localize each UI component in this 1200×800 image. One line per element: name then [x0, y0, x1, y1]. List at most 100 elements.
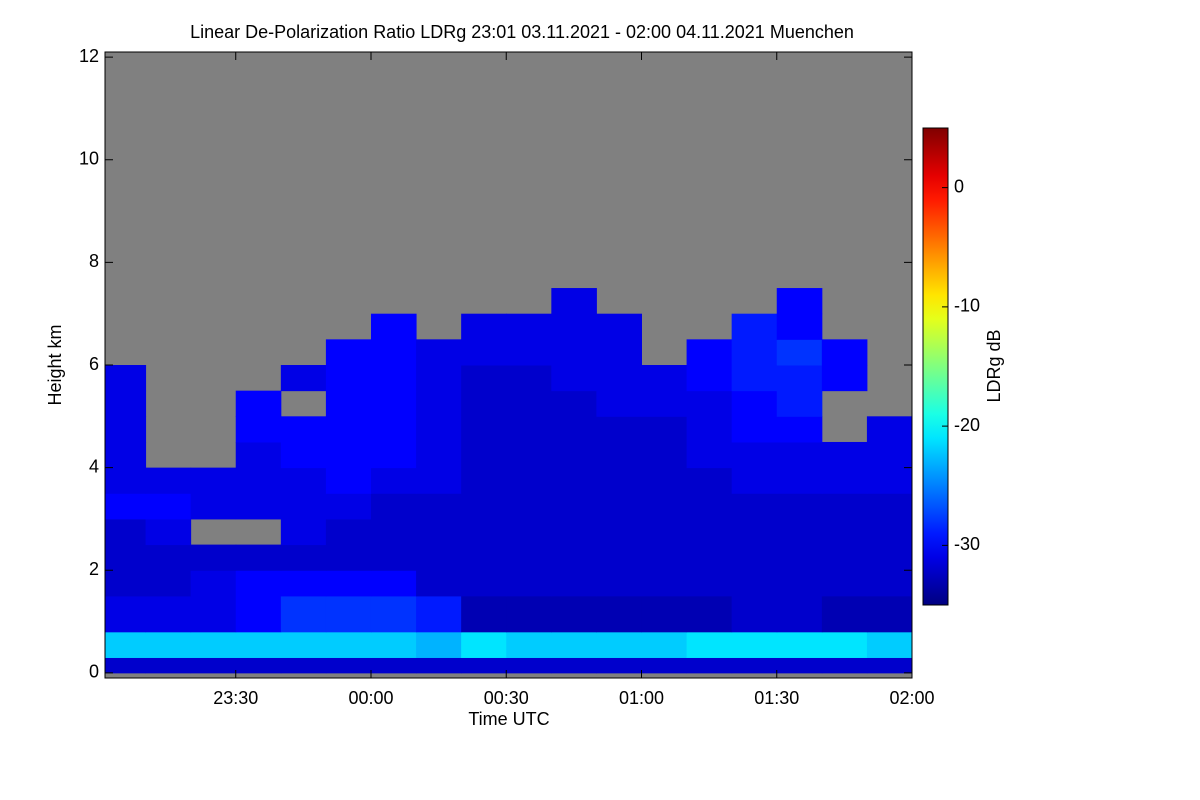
heatmap-cell	[731, 441, 778, 469]
x-tick-label: 00:00	[348, 688, 393, 708]
heatmap-cell	[776, 467, 823, 494]
heatmap-cell	[596, 390, 642, 417]
heatmap-cell	[506, 595, 552, 633]
heatmap-cell	[145, 657, 192, 674]
x-tick-label: 01:30	[754, 688, 799, 708]
heatmap-cell	[370, 416, 417, 443]
heatmap-cell	[235, 657, 282, 674]
heatmap-cell	[280, 493, 327, 520]
y-tick-label: 8	[89, 251, 99, 271]
heatmap-cell	[190, 570, 237, 597]
heatmap-cell	[325, 441, 372, 469]
heatmap-cell	[105, 416, 147, 443]
heatmap-cell	[461, 365, 507, 392]
heatmap-cell	[551, 441, 597, 469]
heatmap-cell	[416, 657, 462, 674]
heatmap-cell	[461, 544, 507, 571]
colorbar-tick-label: -20	[954, 415, 980, 435]
y-axis-label: Height km	[45, 324, 65, 405]
heatmap-cell	[551, 518, 597, 546]
heatmap-cell	[325, 339, 372, 366]
heatmap-cell	[731, 570, 778, 597]
heatmap-cell	[325, 657, 372, 674]
heatmap-cell	[551, 544, 597, 571]
heatmap-cell	[235, 441, 282, 469]
heatmap-cell	[821, 365, 868, 392]
heatmap-cell	[280, 441, 327, 469]
heatmap-cell	[686, 390, 733, 417]
heatmap-cell	[776, 518, 823, 546]
heatmap-cell	[105, 570, 147, 597]
heatmap-cell	[506, 390, 552, 417]
heatmap-cell	[325, 631, 372, 658]
heatmap-cell	[551, 657, 597, 674]
heatmap-cell	[506, 313, 552, 340]
heatmap-cell	[641, 518, 688, 546]
heatmap-cell	[776, 570, 823, 597]
heatmap-cell	[416, 416, 462, 443]
heatmap-cell	[866, 518, 913, 546]
heatmap-cell	[370, 313, 417, 340]
heatmap-cell	[506, 518, 552, 546]
heatmap-cell	[325, 544, 372, 571]
heatmap-cell	[461, 570, 507, 597]
heatmap-cell	[641, 441, 688, 469]
heatmap-cell	[731, 493, 778, 520]
heatmap-cell	[506, 657, 552, 674]
heatmap-cell	[461, 441, 507, 469]
heatmap-cell	[731, 313, 778, 340]
heatmap-cell	[190, 493, 237, 520]
heatmap-cell	[551, 313, 597, 340]
heatmap-cell	[105, 441, 147, 469]
heatmap-cell	[821, 493, 868, 520]
heatmap-cell	[145, 595, 192, 633]
heatmap-cell	[105, 365, 147, 392]
heatmap-cell	[506, 416, 552, 443]
heatmap-cell	[280, 416, 327, 443]
heatmap-cell	[325, 518, 372, 546]
heatmap-cell	[105, 631, 147, 658]
heatmap-cell	[776, 493, 823, 520]
heatmap-cell	[461, 518, 507, 546]
chart-title: Linear De-Polarization Ratio LDRg 23:01 …	[190, 22, 854, 42]
heatmap-cell	[370, 518, 417, 546]
heatmap-cell	[776, 631, 823, 658]
heatmap-cell	[731, 339, 778, 366]
heatmap-cell	[641, 544, 688, 571]
heatmap-cell	[776, 365, 823, 392]
heatmap-cell	[641, 365, 688, 392]
x-tick-label: 01:00	[619, 688, 664, 708]
heatmap-cell	[370, 390, 417, 417]
heatmap-cell	[596, 493, 642, 520]
heatmap-cell	[551, 288, 597, 315]
heatmap-cell	[506, 365, 552, 392]
y-tick-label: 4	[89, 456, 99, 476]
heatmap-cell	[551, 493, 597, 520]
heatmap-cell	[731, 390, 778, 417]
heatmap-cell	[325, 467, 372, 494]
heatmap-cell	[145, 631, 192, 658]
heatmap-cell	[821, 467, 868, 494]
heatmap-cell	[105, 595, 147, 633]
heatmap-cell	[686, 570, 733, 597]
heatmap-cell	[866, 544, 913, 571]
heatmap-cell	[686, 441, 733, 469]
heatmap-cell	[596, 441, 642, 469]
heatmap-cell	[506, 467, 552, 494]
heatmap-cell	[506, 339, 552, 366]
heatmap-cell	[461, 313, 507, 340]
heatmap-cell	[596, 365, 642, 392]
heatmap-cell	[370, 595, 417, 633]
heatmap-cell	[370, 657, 417, 674]
heatmap-cell	[866, 570, 913, 597]
heatmap-cell	[416, 595, 462, 633]
heatmap-cell	[370, 467, 417, 494]
heatmap-cell	[731, 365, 778, 392]
x-axis-label: Time UTC	[468, 709, 549, 729]
heatmap-cell	[461, 390, 507, 417]
heatmap-cell	[235, 570, 282, 597]
heatmap-cell	[105, 390, 147, 417]
heatmap-cell	[370, 493, 417, 520]
heatmap-cell	[686, 365, 733, 392]
